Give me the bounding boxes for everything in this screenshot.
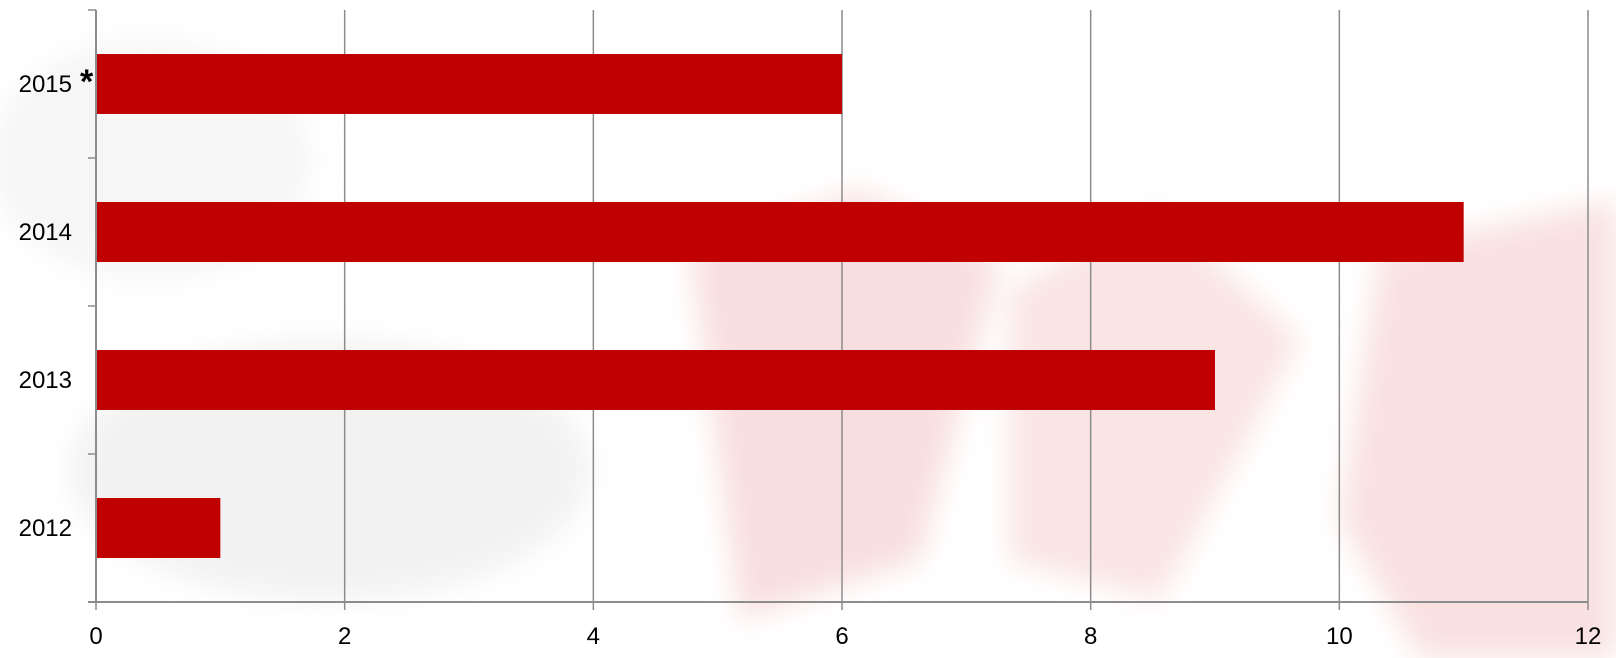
x-tick-label: 10: [1326, 623, 1353, 650]
bar-2014: [96, 202, 1464, 262]
x-tick-label: 6: [835, 623, 848, 650]
annotation-asterisk: *: [80, 63, 94, 101]
y-tick-label-2014: 2014: [19, 219, 72, 246]
y-tick-label-2012: 2012: [19, 515, 72, 542]
y-tick-label-2013: 2013: [19, 367, 72, 394]
x-tick-label: 0: [89, 623, 102, 650]
background-watermark: [0, 40, 1616, 658]
x-tick-label: 12: [1575, 623, 1602, 650]
bar-2015: [96, 54, 842, 114]
x-tick-label: 2: [338, 623, 351, 650]
x-tick-label: 4: [587, 623, 600, 650]
y-tick-label-2015: 2015: [19, 71, 72, 98]
x-tick-label: 8: [1084, 623, 1097, 650]
bar-2012: [96, 498, 221, 558]
bar-2013: [96, 350, 1215, 410]
